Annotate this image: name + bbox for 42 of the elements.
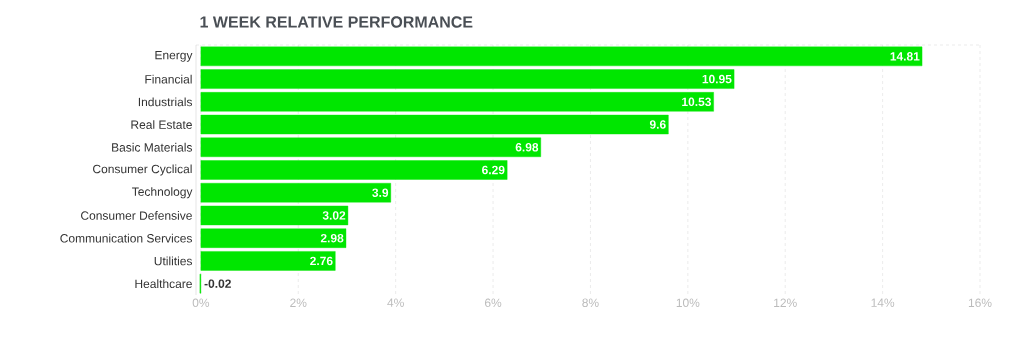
- x-tick-label: 4%: [387, 298, 404, 307]
- y-tick-label: Basic Materials: [112, 142, 193, 152]
- data-label: 3.02: [322, 211, 346, 220]
- data-label: -0.02: [204, 279, 231, 288]
- y-tick-label: Healthcare: [135, 279, 192, 289]
- y-tick-label: Financial: [145, 74, 192, 84]
- x-tick-label: 6%: [484, 298, 502, 308]
- bar: [200, 251, 336, 271]
- y-tick-label: Energy: [155, 51, 193, 62]
- bar: [200, 228, 347, 248]
- bar: [200, 183, 391, 203]
- data-label: 6.98: [515, 143, 539, 152]
- x-tick-label: 8%: [582, 298, 599, 308]
- bar: [200, 92, 714, 112]
- y-tick-label: Consumer Defensive: [81, 211, 192, 220]
- y-tick-label: Technology: [132, 187, 193, 199]
- data-label: 2.76: [310, 256, 333, 266]
- data-label: 2.98: [320, 233, 344, 243]
- x-tick-label: 12%: [774, 298, 797, 307]
- y-tick-label: Consumer Cyclical: [93, 164, 192, 176]
- x-tick-label: 16%: [968, 298, 992, 308]
- x-tick-label: 2%: [290, 298, 307, 307]
- data-label: 10.95: [702, 74, 732, 84]
- y-tick-label: Industrials: [138, 97, 193, 107]
- data-label: 10.53: [682, 97, 712, 107]
- data-label: 14.81: [890, 52, 920, 61]
- bar: [200, 46, 923, 67]
- bar: [200, 114, 669, 135]
- chart-title: 1 WEEK RELATIVE PERFORMANCE: [200, 16, 473, 28]
- x-tick-label: 0%: [192, 298, 210, 308]
- bar: [200, 160, 508, 180]
- y-tick-label: Communication Services: [60, 233, 192, 243]
- y-tick-label: Utilities: [154, 256, 193, 266]
- bar: [200, 205, 349, 226]
- x-tick-label: 14%: [871, 298, 895, 307]
- data-label: 9.6: [649, 120, 666, 129]
- data-label: 3.9: [372, 188, 389, 197]
- data-label: 6.29: [482, 165, 505, 175]
- bar: [200, 69, 735, 89]
- x-tick-label: 10%: [676, 298, 700, 308]
- bar: [200, 137, 541, 157]
- y-tick-label: Real Estate: [131, 120, 192, 129]
